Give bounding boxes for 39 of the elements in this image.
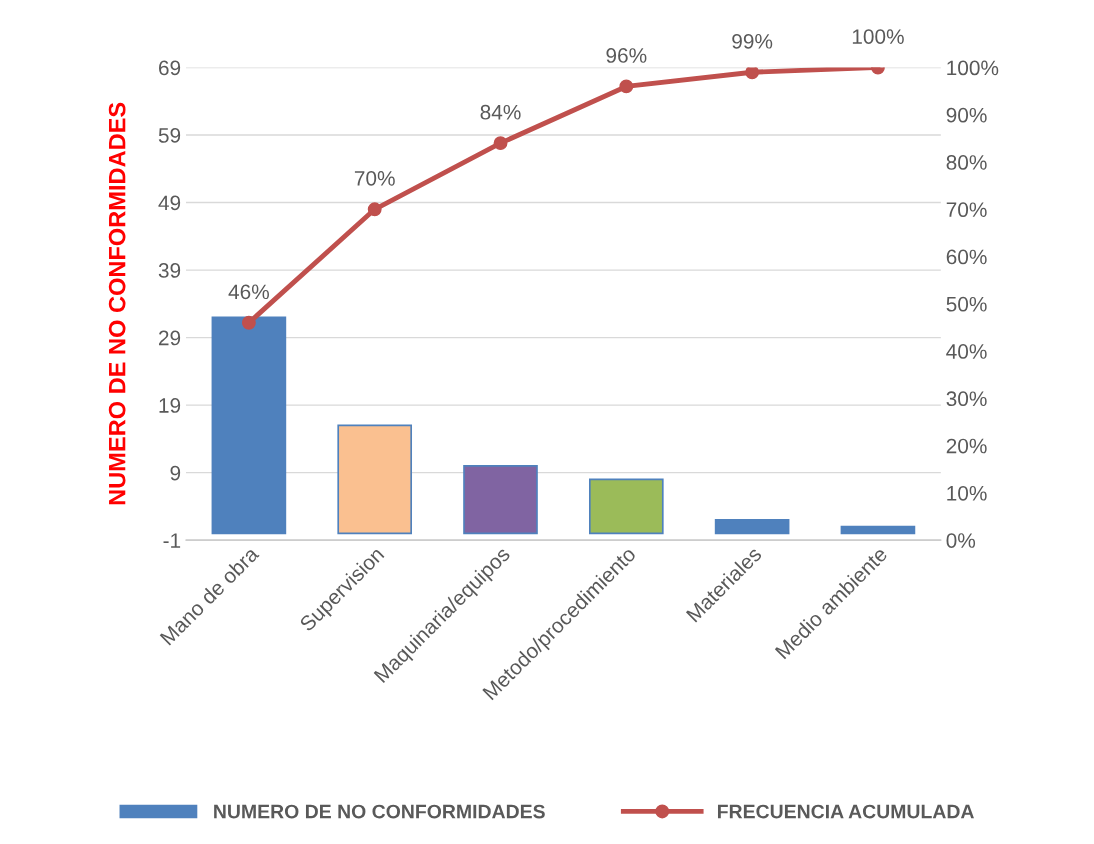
y-tick-label: 39 <box>158 263 181 278</box>
point <box>745 67 760 80</box>
y-tick-label: 59 <box>158 128 181 143</box>
point <box>493 136 508 151</box>
y-tick-label: 69 <box>159 60 181 76</box>
bar <box>840 525 916 535</box>
y2-tick-label: 30% <box>946 391 987 407</box>
y2-tick-label: 100% <box>947 60 999 76</box>
y-tick-label: -1 <box>163 533 181 548</box>
y2-tick-label: 70% <box>946 202 987 218</box>
y2-tick-label: 50% <box>946 296 987 312</box>
y2-tick-label: 40% <box>946 344 987 359</box>
bar <box>588 478 664 535</box>
point <box>619 79 634 94</box>
y2-tick-label: 10% <box>947 485 987 501</box>
data-label: 46% <box>228 284 269 300</box>
data-label: 84% <box>480 104 521 120</box>
y2-tick-label: 0% <box>946 533 976 548</box>
legend-label: NUMERO DE NO CONFORMIDADES <box>214 804 545 819</box>
point <box>367 202 382 217</box>
bar <box>463 465 538 535</box>
y-tick-label: 19 <box>159 398 181 413</box>
y-tick-label: 49 <box>158 195 181 211</box>
bar <box>714 519 790 535</box>
y2-tick-label: 20% <box>946 438 987 454</box>
data-label: 96% <box>606 48 647 63</box>
bar <box>211 316 287 535</box>
data-label: 99% <box>732 33 773 49</box>
data-label: 100% <box>852 29 904 44</box>
y2-tick-label: 60% <box>946 249 987 265</box>
y2-tick-label: 90% <box>946 107 987 123</box>
data-label: 70% <box>354 171 395 186</box>
bar <box>337 424 413 535</box>
y2-tick-label: 80% <box>946 155 987 170</box>
y-tick-label: 9 <box>170 465 181 481</box>
y-tick-label: 29 <box>159 330 181 346</box>
legend-label: FRECUENCIA ACUMULADA <box>717 804 974 819</box>
y-axis-title: NUMERO DE NO CONFORMIDADES <box>108 102 126 505</box>
point <box>241 315 256 330</box>
